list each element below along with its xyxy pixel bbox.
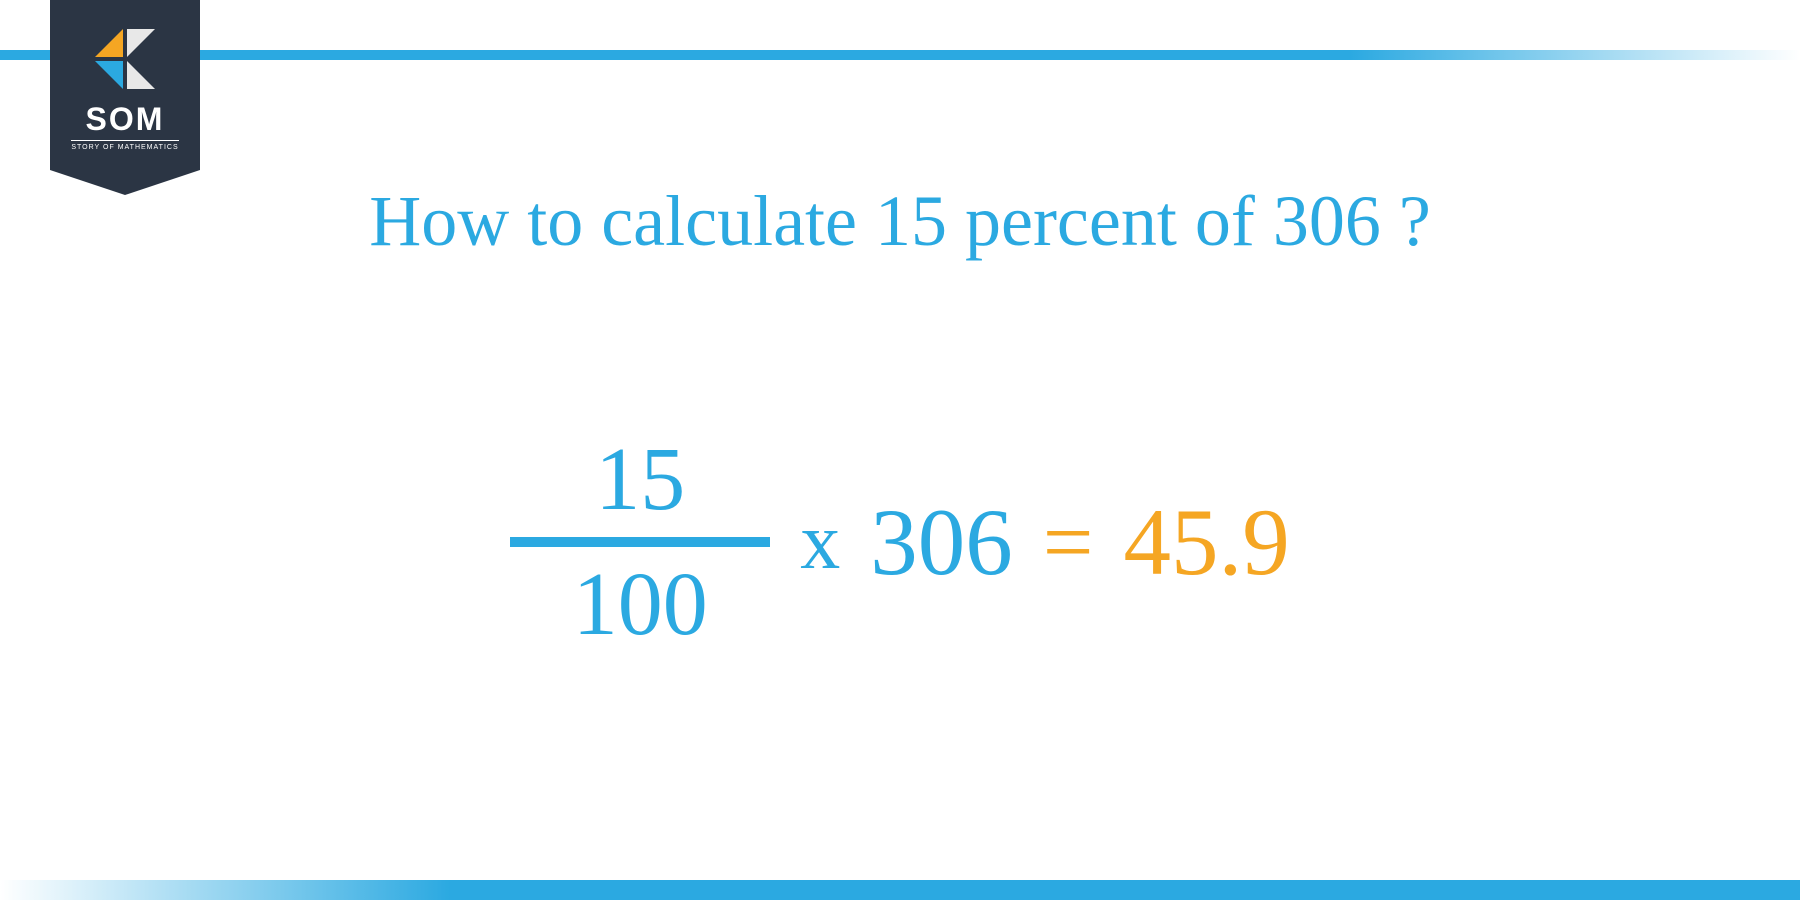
logo-icon — [95, 29, 155, 89]
fraction-line — [510, 537, 770, 547]
numerator: 15 — [595, 430, 685, 529]
operand: 306 — [870, 487, 1013, 597]
result: 45.9 — [1124, 487, 1290, 597]
page-title: How to calculate 15 percent of 306 ? — [0, 180, 1800, 263]
denominator: 100 — [573, 555, 708, 654]
equation: 15 100 x 306 = 45.9 — [0, 430, 1800, 654]
bottom-border — [0, 880, 1800, 900]
logo-text: SOM — [86, 101, 165, 138]
top-border — [0, 50, 1800, 60]
logo-subtext: STORY OF MATHEMATICS — [71, 140, 178, 151]
fraction: 15 100 — [510, 430, 770, 654]
equals-sign: = — [1043, 491, 1094, 594]
logo-badge: SOM STORY OF MATHEMATICS — [50, 0, 200, 170]
multiply-sign: x — [800, 497, 840, 588]
